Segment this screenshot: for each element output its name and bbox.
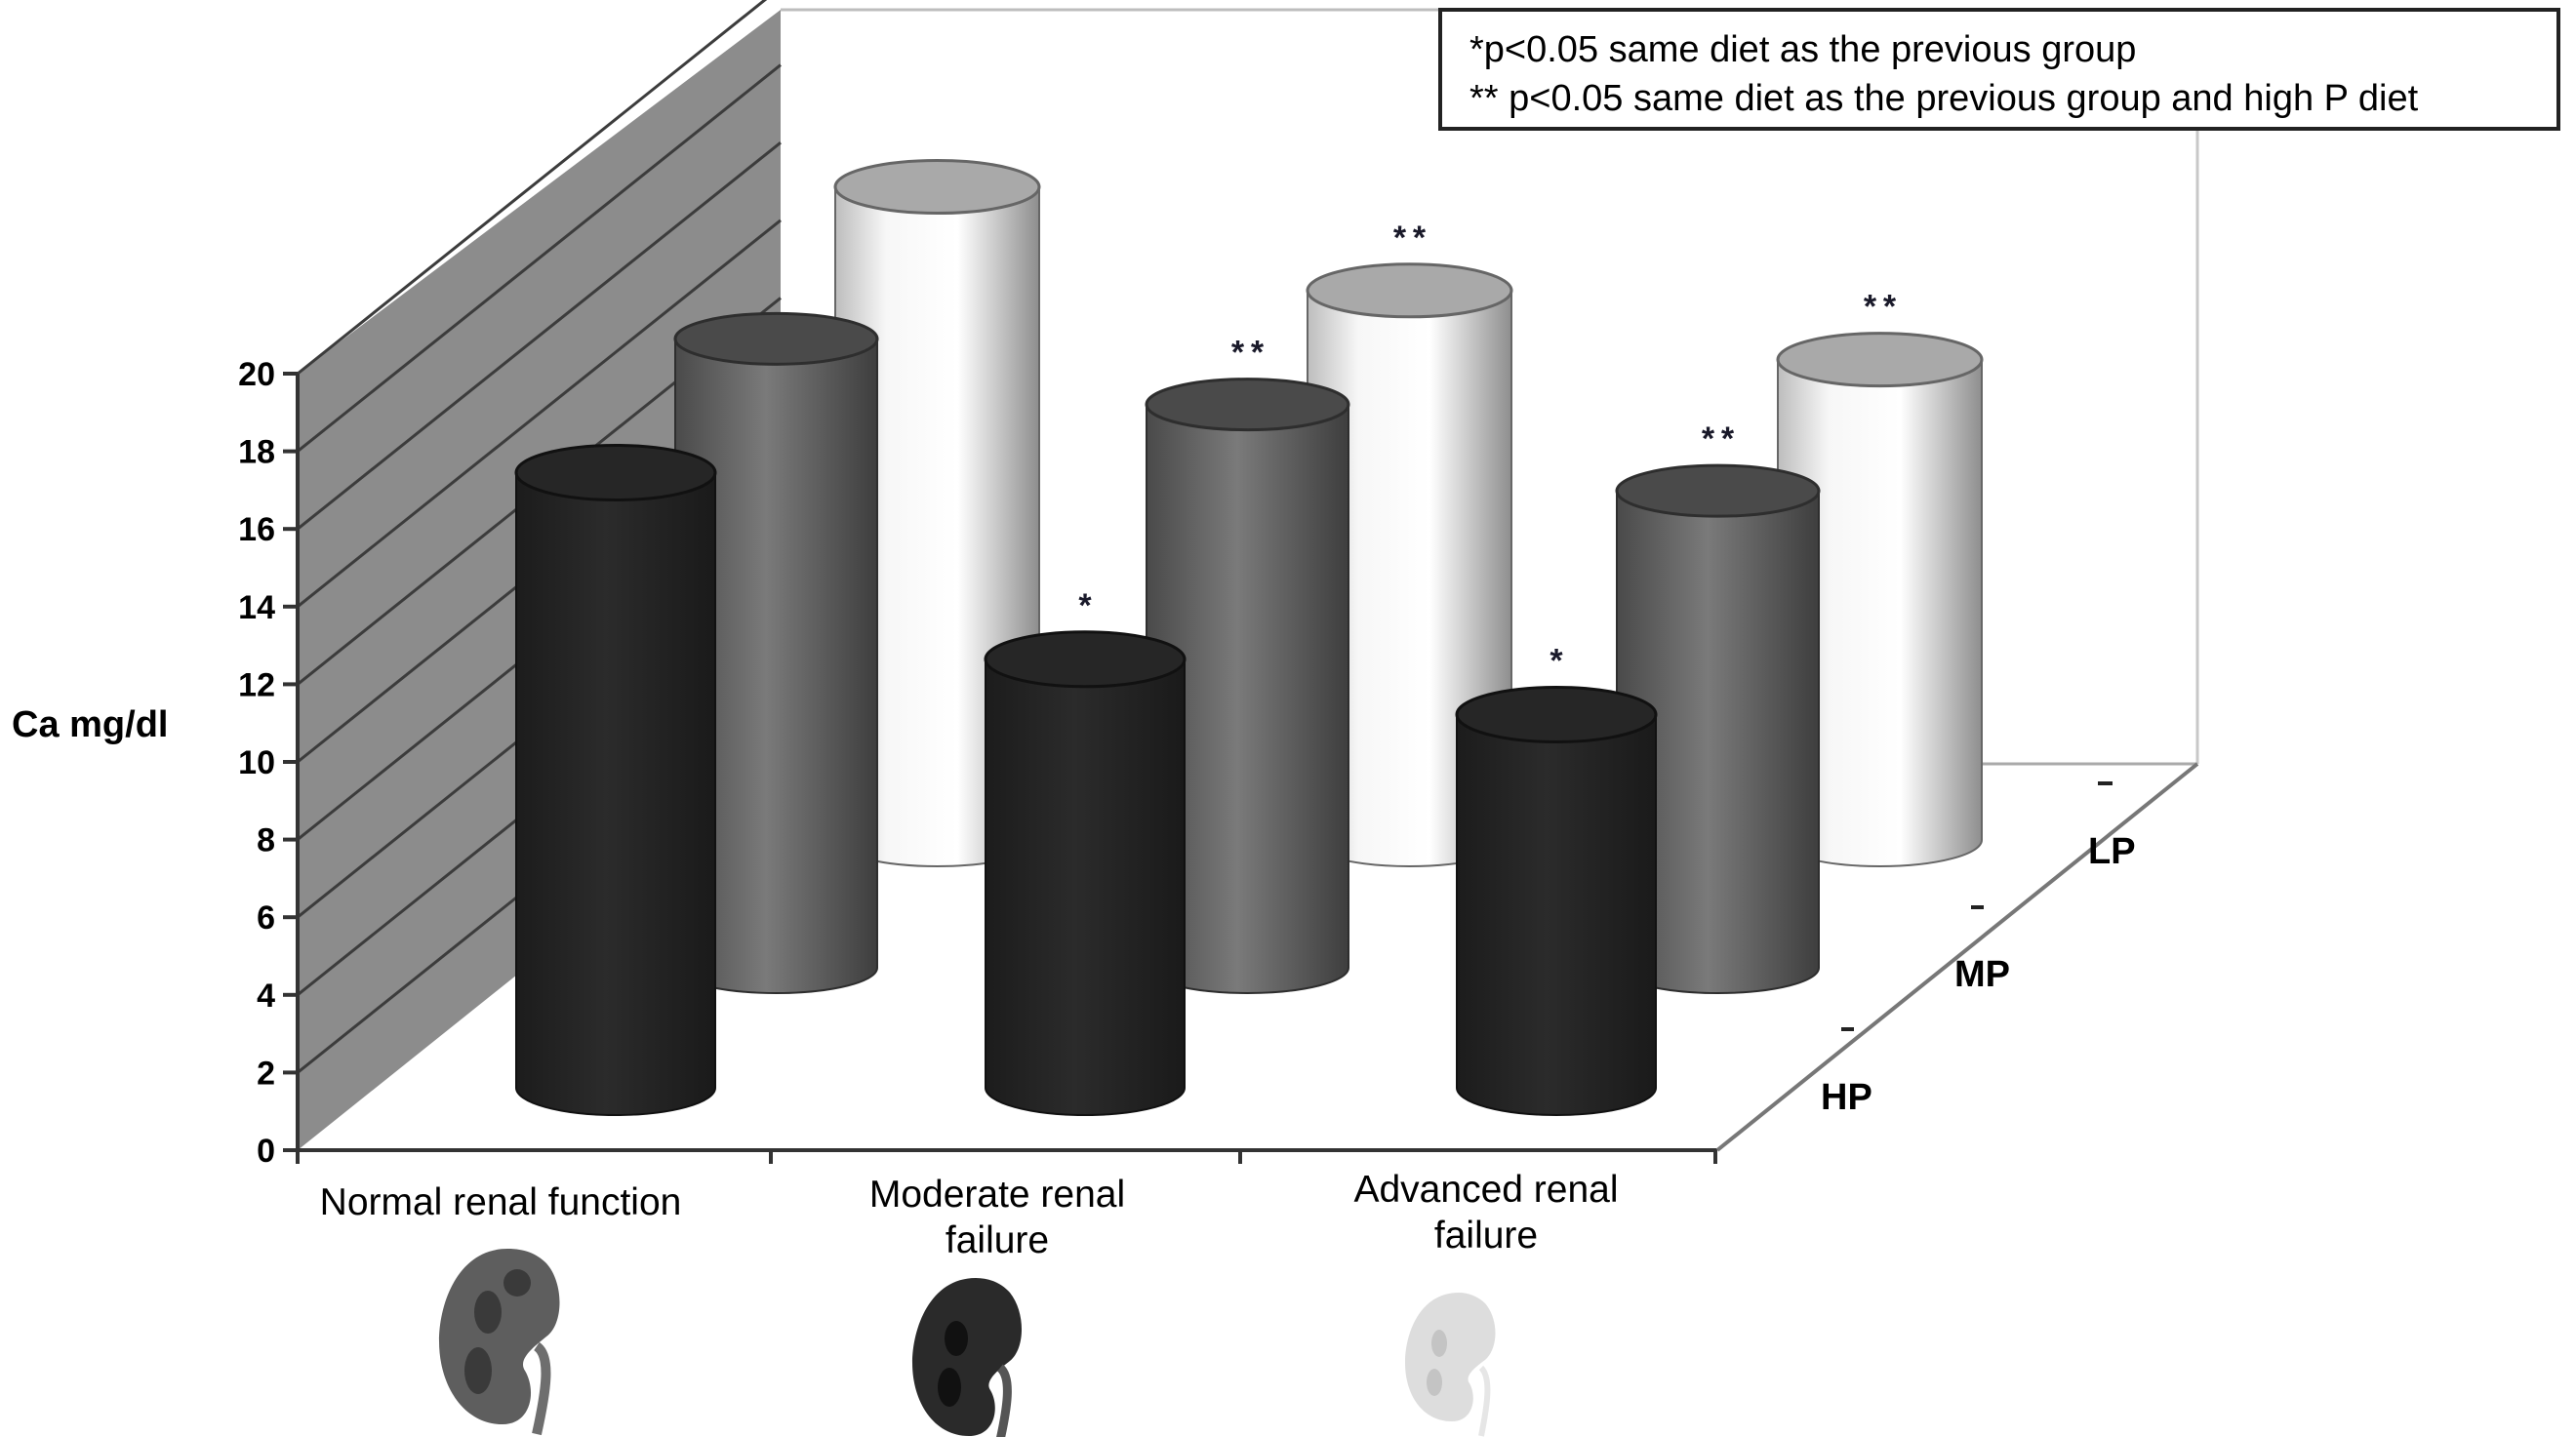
kidney-icon-normal xyxy=(439,1249,560,1436)
bar-hp-1: * xyxy=(984,587,1187,1116)
significance-mark: * xyxy=(1078,587,1092,624)
category-label: failure xyxy=(946,1219,1049,1261)
y-tick-label: 0 xyxy=(257,1133,275,1170)
legend-entry-single-asterisk: *p<0.05 same diet as the previous group xyxy=(1469,29,2137,70)
significance-mark: * xyxy=(1550,642,1563,679)
depth-label-hp: HP xyxy=(1821,1077,1872,1118)
legend-entry-double-asterisk: ** p<0.05 same diet as the previous grou… xyxy=(1469,78,2419,119)
bar-mp-0 xyxy=(673,311,879,994)
floor xyxy=(298,762,2199,1152)
kidney-icon-moderate xyxy=(912,1278,1022,1437)
significance-mark: * * xyxy=(1231,335,1265,372)
bar-hp-0 xyxy=(514,443,717,1116)
y-tick-label: 4 xyxy=(257,978,275,1015)
bar-mp-2: * * xyxy=(1615,420,1821,994)
y-tick-label: 16 xyxy=(238,511,275,548)
y-tick-label: 12 xyxy=(238,666,275,703)
y-tick-label: 8 xyxy=(257,822,275,859)
bar-lp-2: * * xyxy=(1776,289,1984,867)
depth-label-lp: LP xyxy=(2088,831,2136,872)
significance-mark: * * xyxy=(1864,289,1897,326)
depth-axis-ticks xyxy=(1841,781,2113,1031)
y-tick-label: 6 xyxy=(257,899,275,937)
depth-label-mp: MP xyxy=(1954,954,2010,995)
kidney-icon-advanced xyxy=(1405,1293,1496,1437)
category-label: Advanced renal xyxy=(1353,1169,1618,1211)
y-axis-label: Ca mg/dl xyxy=(12,704,168,745)
bar-series: * * * * * * * * * * xyxy=(514,159,1984,1116)
y-tick-label: 2 xyxy=(257,1055,275,1092)
significance-legend: *p<0.05 same diet as the previous group … xyxy=(1438,8,2560,131)
x-axis-ticks xyxy=(296,1150,1717,1164)
category-label: Moderate renal xyxy=(869,1174,1125,1216)
bar-hp-2: * xyxy=(1455,642,1658,1116)
y-axis-ticks: 0 2 4 6 8 10 12 14 16 18 20 xyxy=(238,356,298,1170)
category-labels: Normal renal function Moderate renalfailu… xyxy=(320,1169,1619,1261)
bar-mp-1: * * xyxy=(1145,335,1350,994)
y-axis: 0 2 4 6 8 10 12 14 16 18 20 xyxy=(238,356,300,1170)
y-tick-label: 14 xyxy=(238,589,275,626)
significance-mark: * * xyxy=(1393,220,1427,257)
category-label: Normal renal function xyxy=(320,1181,682,1223)
y-tick-label: 20 xyxy=(238,356,275,393)
category-label: failure xyxy=(1434,1215,1538,1257)
y-tick-label: 10 xyxy=(238,744,275,781)
significance-mark: * * xyxy=(1702,420,1735,458)
y-tick-label: 18 xyxy=(238,434,275,471)
